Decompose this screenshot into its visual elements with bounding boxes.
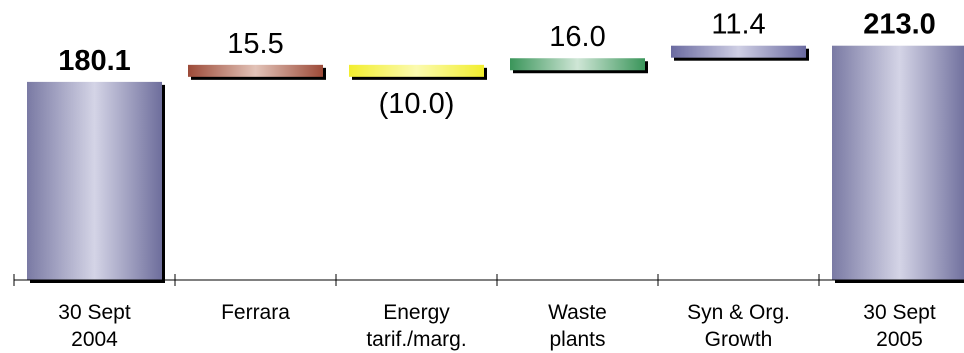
category-label: 2004	[71, 328, 118, 351]
bar	[832, 45, 964, 281]
category-label: Growth	[705, 328, 773, 351]
bar	[349, 64, 484, 77]
category-label: Waste	[548, 301, 607, 324]
data-label: (10.0)	[379, 88, 455, 120]
category-label: tarif./marg.	[366, 328, 466, 351]
category-label: 2005	[876, 328, 923, 351]
category-label: 30 Sept	[58, 301, 131, 324]
labels-layer: 180.1 30 Sept 2004 15.5 Ferrara (10.0) Energy t…	[58, 9, 936, 351]
bar	[27, 81, 162, 280]
bar	[510, 58, 645, 71]
bars-layer	[27, 45, 964, 284]
category-label: plants	[549, 328, 605, 351]
category-label: Ferrara	[221, 301, 290, 324]
data-label: 15.5	[227, 28, 283, 60]
category-label: 30 Sept	[863, 301, 936, 324]
bar	[671, 45, 806, 58]
category-label: Syn & Org.	[687, 301, 790, 324]
category-label: Energy	[383, 301, 450, 324]
data-label: 16.0	[549, 21, 605, 53]
data-label: 213.0	[863, 9, 936, 41]
bar	[188, 64, 323, 77]
data-label: 180.1	[58, 45, 131, 77]
x-axis	[13, 274, 964, 286]
data-label: 11.4	[711, 9, 765, 41]
